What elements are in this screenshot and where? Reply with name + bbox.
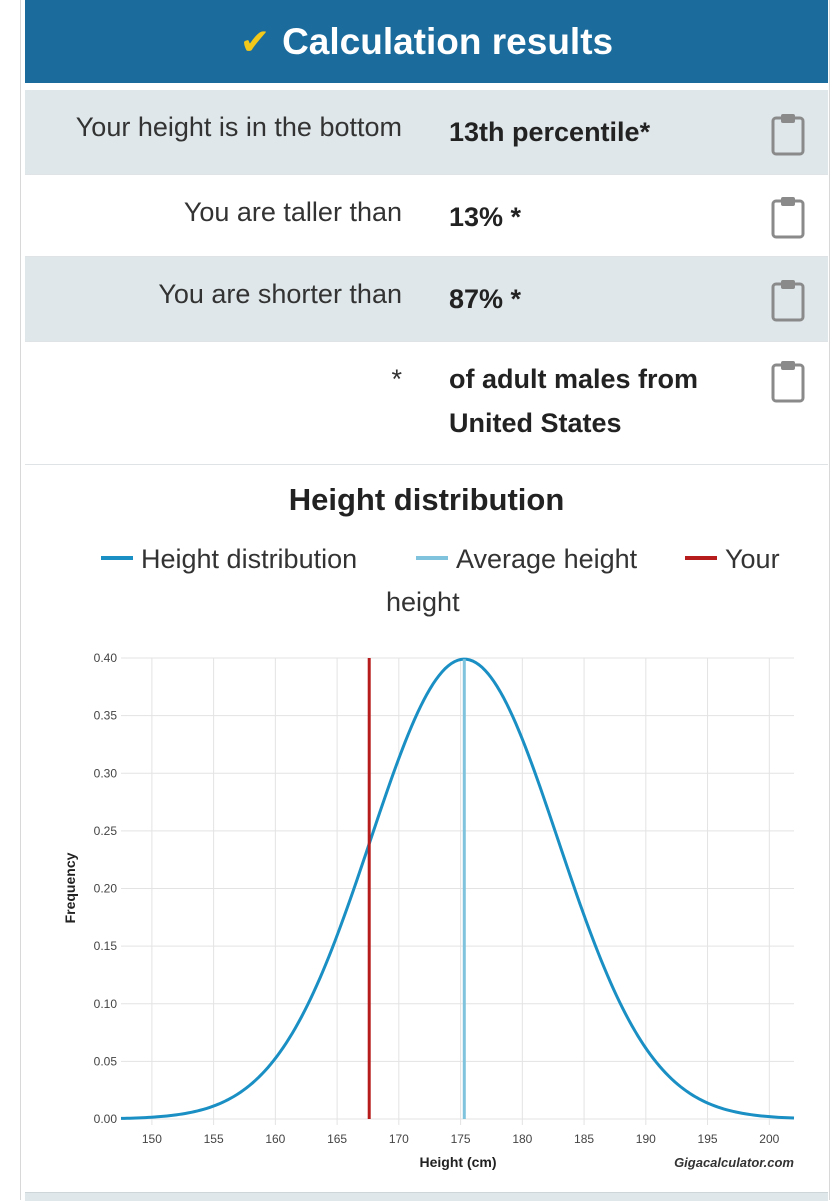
x-tick-label: 155 [204,1132,224,1146]
y-tick-label: 0.20 [94,882,118,896]
result-label: Your height is in the bottom [75,112,402,142]
x-tick-label: 190 [636,1132,656,1146]
chart-grid [121,657,794,1125]
result-row-percentile: Your height is in the bottom 13th percen… [25,90,828,175]
panel-border-left [20,0,21,1200]
x-tick-label: 165 [327,1132,347,1146]
y-tick-label: 0.10 [94,997,118,1011]
legend-item-your-height-line2: height [386,587,460,618]
y-tick-label: 0.05 [94,1054,118,1068]
x-tick-label: 170 [389,1132,409,1146]
result-row-shorter: You are shorter than 87% * [25,257,828,342]
x-tick-label: 160 [265,1132,285,1146]
clipboard-icon[interactable] [770,195,806,239]
legend-item-distribution[interactable]: Height distribution [101,544,357,575]
y-tick-label: 0.00 [94,1112,118,1126]
x-tick-label: 180 [512,1132,532,1146]
legend-label: Your [725,544,780,574]
panel-border-right [829,0,830,1200]
result-row-taller: You are taller than 13% * [25,175,828,257]
y-tick-label: 0.40 [94,651,118,665]
x-tick-label: 185 [574,1132,594,1146]
legend-label: Height distribution [141,544,358,574]
x-tick-label: 200 [759,1132,779,1146]
results-title: Calculation results [282,20,614,62]
y-tick-label: 0.25 [94,824,118,838]
legend-label: height [386,587,460,617]
chart-title: Height distribution [288,482,565,517]
footnote-text-line2: United States [449,408,622,438]
result-row-footnote: * of adult males from United States [25,342,828,465]
x-tick-label: 175 [451,1132,471,1146]
result-value: 87% * [449,284,522,314]
x-axis-label: Height (cm) [420,1154,497,1170]
legend-item-average[interactable]: Average height [416,544,637,575]
legend-label: Average height [456,544,638,574]
y-tick-label: 0.35 [94,709,118,723]
results-header: ✔ Calculation results [25,0,828,83]
y-tick-label: 0.15 [94,939,118,953]
legend-swatch-average [416,555,448,560]
legend-swatch-distribution [101,555,133,560]
footnote-text-line1: of adult males from [449,364,699,394]
height-chart: 0.00 0.05 0.10 0.15 0.20 0.25 0.30 0.35 0.40 150… [62,651,795,1170]
y-tick-labels: 0.00 0.05 0.10 0.15 0.20 0.25 0.30 0.35 0.40 [94,651,118,1126]
result-value: 13th percentile* [449,117,651,147]
clipboard-icon[interactable] [770,278,806,322]
chart-watermark: Gigacalculator.com [674,1155,794,1170]
check-icon: ✔ [239,20,271,62]
result-label: You are taller than [183,197,402,227]
y-tick-label: 0.30 [94,766,118,780]
next-section-band [25,1192,828,1201]
result-value: 13% * [449,202,522,232]
footnote-marker: * [391,364,402,394]
x-tick-labels: 150 155 160 165 170 175 180 185 190 195 200 [142,1132,780,1146]
x-tick-label: 150 [142,1132,162,1146]
legend-item-your-height[interactable]: Your [685,544,780,575]
result-label: You are shorter than [158,279,402,309]
y-axis-label: Frequency [62,852,78,923]
x-tick-label: 195 [698,1132,718,1146]
clipboard-icon[interactable] [770,359,806,403]
clipboard-icon[interactable] [770,112,806,156]
height-distribution-line [120,657,795,1120]
legend-swatch-your-height [685,555,717,560]
